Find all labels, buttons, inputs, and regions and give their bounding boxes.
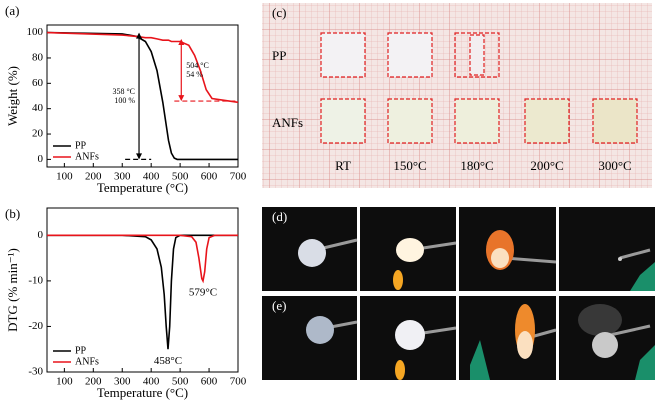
- series-line: [46, 31, 238, 161]
- plot-frame: [46, 207, 239, 373]
- y-tick-label: 80: [32, 51, 44, 63]
- y-tick-label: 40: [32, 102, 44, 114]
- y-tick-label: -20: [28, 320, 43, 332]
- x-tick-label: 300: [114, 171, 131, 183]
- x-tick-label: 200: [85, 376, 102, 388]
- x-tick-label: 100: [56, 376, 73, 388]
- y-tick-label: 20: [32, 128, 44, 140]
- row-label: PP: [272, 48, 286, 63]
- x-tick-label: 600: [201, 171, 218, 183]
- x-tick-label: 700: [230, 376, 247, 388]
- plot-frame: [46, 24, 239, 168]
- y-tick-label: 100: [27, 26, 44, 38]
- annotation: 358 °C: [112, 87, 135, 96]
- annotation: 100 %: [114, 96, 135, 105]
- x-axis-title: Temperature (°C): [97, 385, 188, 400]
- panel-label: (a): [5, 3, 19, 18]
- y-tick-label: -30: [28, 366, 43, 378]
- legend-label: PP: [75, 140, 87, 151]
- x-tick-label: 400: [143, 376, 160, 388]
- row-label: ANFs: [272, 115, 303, 130]
- x-tick-label: 700: [230, 171, 247, 183]
- panel-label: (b): [5, 206, 20, 221]
- x-tick-label: 500: [172, 171, 189, 183]
- legend-label: ANFs: [75, 356, 99, 367]
- x-tick-label: 300: [114, 376, 131, 388]
- x-tick-label: 100: [56, 171, 73, 183]
- y-tick-label: 0: [38, 153, 44, 165]
- series-line: [46, 31, 239, 104]
- y-tick-label: 60: [32, 77, 44, 89]
- series-line: [47, 234, 238, 350]
- y-axis-title: DTG (% min⁻¹): [5, 248, 20, 332]
- temp-label: 150°C: [393, 158, 426, 173]
- arrow-head: [136, 153, 143, 160]
- panel-label: (e): [272, 298, 286, 313]
- series-line: [47, 234, 238, 284]
- y-tick-label: 0: [38, 229, 44, 241]
- peak-label: 579°C: [189, 286, 217, 298]
- y-tick-label: -10: [28, 274, 43, 286]
- annotation: 54 %: [186, 70, 203, 79]
- temp-label: 300°C: [598, 158, 631, 173]
- arrow-head: [178, 38, 185, 45]
- temp-label: RT: [335, 158, 351, 173]
- panel-label: (d): [272, 209, 287, 224]
- annotation: 504 °C: [186, 61, 209, 70]
- legend-label: ANFs: [75, 151, 99, 162]
- photos-de: (d) (e): [262, 207, 655, 380]
- panel-label: (c): [272, 5, 286, 20]
- x-tick-label: 400: [143, 171, 160, 183]
- temp-label: 180°C: [460, 158, 493, 173]
- x-tick-label: 200: [85, 171, 102, 183]
- x-tick-label: 600: [201, 376, 218, 388]
- grid-paper: [262, 3, 652, 188]
- peak-label: 458°C: [154, 355, 182, 367]
- arrow-head: [178, 95, 185, 102]
- x-tick-label: 500: [172, 376, 189, 388]
- x-axis-title: Temperature (°C): [97, 180, 188, 195]
- temp-label: 200°C: [530, 158, 563, 173]
- samples: [320, 32, 638, 144]
- arrow-head: [136, 32, 143, 39]
- y-axis-title: Weight (%): [5, 66, 20, 126]
- legend-label: PP: [75, 345, 87, 356]
- photo-c: (c) PP ANFs RT 150°C 180°C 200°C 300°C: [262, 3, 652, 188]
